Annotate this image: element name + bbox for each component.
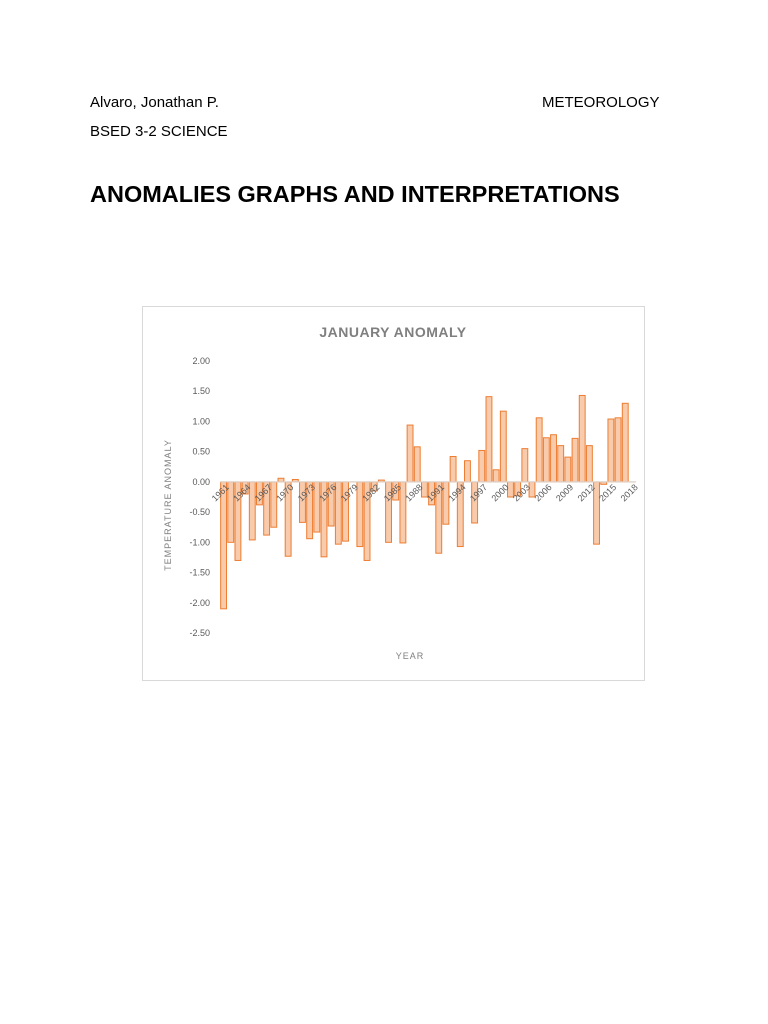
- bar-2010: [571, 437, 579, 483]
- bar-2007: [550, 434, 557, 483]
- x-tick-label: 1997: [468, 482, 489, 503]
- bar-1988: [413, 446, 421, 483]
- bar-2012: [585, 445, 593, 483]
- bar-2008: [557, 445, 565, 483]
- bar-1998: [485, 396, 493, 483]
- y-axis-label: TEMPERATURE ANOMALY: [163, 439, 173, 571]
- bar-1993: [449, 456, 457, 483]
- y-tick-label: -2.50: [189, 628, 210, 638]
- bar-1997: [478, 449, 486, 483]
- course-section: BSED 3-2 SCIENCE: [90, 123, 228, 140]
- y-tick-label: -0.50: [189, 507, 210, 517]
- bar-1987: [406, 424, 414, 483]
- bar-1999: [492, 469, 500, 483]
- x-tick-label: 2006: [533, 482, 554, 503]
- x-tick-label: 2009: [554, 482, 575, 503]
- x-axis-label: YEAR: [396, 651, 425, 661]
- bar-1961: [220, 481, 228, 610]
- x-tick-label: 2015: [597, 482, 618, 503]
- author-name: Alvaro, Jonathan P.: [90, 94, 219, 111]
- bar-2009: [564, 456, 572, 483]
- y-tick-label: 0.50: [192, 447, 210, 457]
- bar-1995: [464, 460, 471, 483]
- y-tick-label: 1.00: [192, 416, 210, 426]
- y-tick-label: -2.00: [189, 598, 210, 608]
- bar-2003: [521, 448, 529, 483]
- bar-2017: [621, 402, 629, 483]
- y-axis-ticks: 2.00 1.50 1.00 0.50 0.00 -0.50 -1.00 -1.50 -2.00…: [189, 356, 210, 638]
- chart-title: JANUARY ANOMALY: [319, 324, 466, 340]
- y-tick-label: 0.00: [192, 477, 210, 487]
- bar-2006: [542, 437, 550, 483]
- y-tick-label: 1.50: [192, 386, 210, 396]
- bar-series: [220, 394, 636, 610]
- bar-2015: [607, 418, 615, 483]
- bar-2016: [614, 417, 622, 483]
- january-anomaly-chart: JANUARY ANOMALY 2.00 1.50 1.00 0.50 0.00 -0.5…: [142, 306, 645, 681]
- bar-2011: [578, 394, 586, 483]
- y-tick-label: -1.50: [189, 568, 210, 578]
- bar-1969: [277, 477, 285, 483]
- bar-2005: [535, 417, 543, 483]
- subject-label: METEOROLOGY: [542, 94, 660, 111]
- x-tick-label: 1982: [360, 482, 381, 503]
- bar-2000: [499, 410, 507, 483]
- y-tick-label: 2.00: [192, 356, 210, 366]
- document-title: ANOMALIES GRAPHS AND INTERPRETATIONS: [90, 181, 620, 207]
- y-tick-label: -1.00: [189, 537, 210, 547]
- chart-canvas: JANUARY ANOMALY 2.00 1.50 1.00 0.50 0.00 -0.5…: [163, 324, 640, 661]
- x-tick-label: 2018: [619, 482, 640, 503]
